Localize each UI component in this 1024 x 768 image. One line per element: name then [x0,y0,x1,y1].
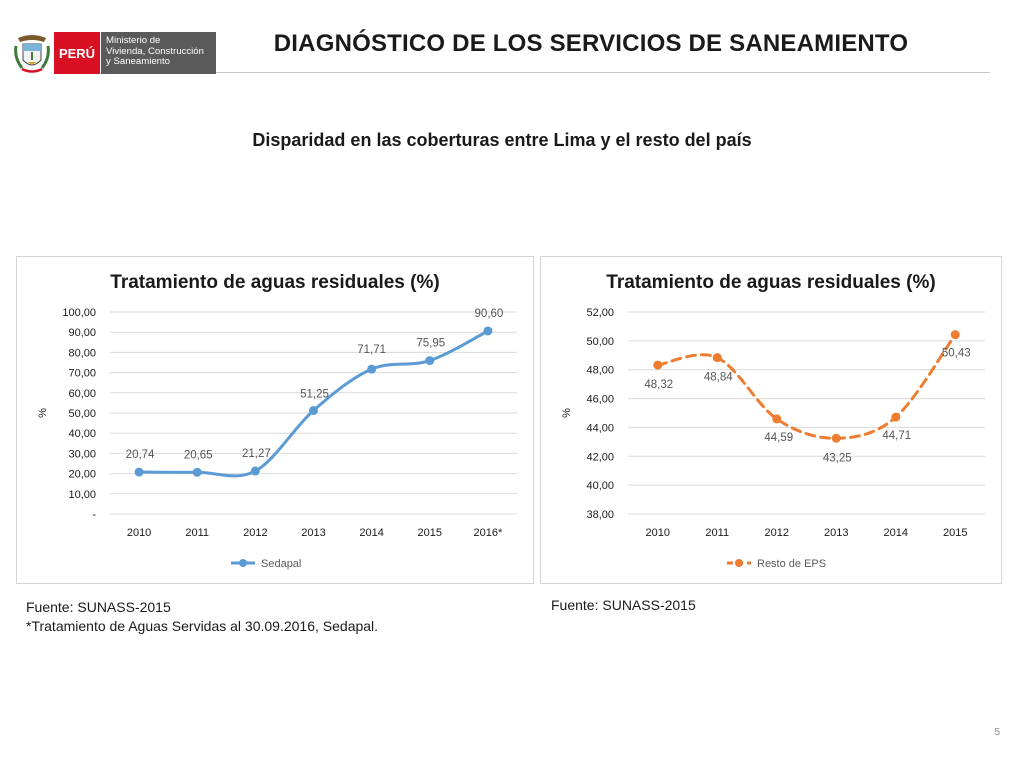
data-label: 20,65 [184,449,213,461]
y-tick-label: 90,00 [68,327,96,339]
data-point [712,353,722,363]
y-tick-label: 38,00 [586,509,614,521]
data-label: 75,95 [416,338,445,350]
y-axis-label: % [37,408,49,418]
data-label: 71,71 [357,344,386,356]
series-line [656,333,957,440]
data-label: 51,25 [300,388,329,400]
data-point [653,360,663,370]
data-label: 21,27 [242,448,271,460]
country-badge: PERÚ [54,32,100,74]
ministry-logo: PERÚ Ministerio de Vivienda, Construcció… [14,32,216,74]
ministry-line: y Saneamiento [106,56,170,67]
y-tick-label: 48,00 [586,365,614,377]
y-tick-label: 30,00 [68,448,96,460]
x-tick-label: 2012 [765,527,789,539]
data-point [831,433,841,443]
y-tick-label: 40,00 [586,480,614,492]
footnote-right: Fuente: SUNASS-2015 [551,596,696,615]
y-tick-label: 40,00 [68,428,96,440]
data-point [483,326,493,336]
y-tick-label: 42,00 [586,451,614,463]
legend-marker [239,559,247,567]
y-tick-label: 44,00 [586,422,614,434]
x-tick-label: 2015 [943,527,967,539]
chart-panel-sedapal: Tratamiento de aguas residuales (%) - 10,0… [16,256,534,584]
data-label: 43,25 [823,452,852,464]
legend-label: Resto de EPS [757,558,826,570]
line-chart-sedapal: Tratamiento de aguas residuales (%) - 10,0… [37,272,517,570]
data-label: 48,84 [704,372,733,384]
x-tick-label: 2016* [474,527,503,539]
x-tick-label: 2010 [646,527,670,539]
header-divider [216,72,990,73]
data-label: 50,43 [942,348,971,360]
legend-label: Sedapal [261,558,301,570]
x-tick-label: 2010 [127,527,151,539]
x-tick-label: 2011 [705,527,729,539]
x-tick-label: 2013 [824,527,848,539]
data-point [772,414,782,424]
y-tick-label: 100,00 [62,307,96,319]
x-tick-label: 2013 [301,527,325,539]
y-tick-label: 20,00 [68,469,96,481]
x-tick-label: 2015 [418,527,442,539]
data-point [425,356,435,366]
y-tick-label: - [92,509,96,521]
line-chart-resto-eps: Tratamiento de aguas residuales (%) 38,00… [561,272,985,570]
y-tick-label: 10,00 [68,489,96,501]
x-tick-label: 2011 [185,527,209,539]
ministry-line: Vivienda, Construcción [106,45,204,57]
y-tick-label: 60,00 [68,388,96,400]
legend-marker [735,559,743,567]
source-note: Fuente: SUNASS-2015 [26,599,171,615]
data-point [192,467,202,477]
y-axis-label: % [561,408,573,418]
data-point [950,330,960,340]
data-label: 48,32 [644,379,673,391]
data-point [134,467,144,477]
data-point [367,364,377,374]
ministry-name: Ministerio de Vivienda, Construcción y S… [100,32,216,74]
source-note: Fuente: SUNASS-2015 [551,597,696,613]
y-tick-label: 50,00 [68,408,96,420]
x-tick-label: 2012 [243,527,267,539]
data-label: 20,74 [126,449,155,461]
data-point [309,405,318,415]
page-title: DIAGNÓSTICO DE LOS SERVICIOS DE SANEAMIE… [273,30,909,57]
y-tick-label: 70,00 [68,368,96,380]
y-tick-label: 80,00 [68,347,96,359]
y-tick-label: 50,00 [586,336,614,348]
data-label: 44,71 [882,430,911,442]
data-label: 90,60 [475,308,504,320]
x-tick-label: 2014 [359,527,383,539]
chart-title: Tratamiento de aguas residuales (%) [110,272,439,293]
slide-subtitle: Disparidad en las coberturas entre Lima … [252,130,752,150]
page-number: 5 [994,727,1000,738]
footnote-left: Fuente: SUNASS-2015 *Tratamiento de Agua… [26,598,378,636]
data-point [891,412,901,422]
data-point [250,466,260,476]
chart-panel-resto-eps: Tratamiento de aguas residuales (%) 38,00… [540,256,1002,584]
ministry-line: Ministerio de [106,35,161,46]
chart-title: Tratamiento de aguas residuales (%) [606,272,935,293]
coat-of-arms-icon [14,35,50,73]
y-tick-label: 46,00 [586,394,614,406]
x-tick-label: 2014 [884,527,908,539]
asterisk-note: *Tratamiento de Aguas Servidas al 30.09.… [26,618,379,634]
data-label: 44,59 [764,432,793,444]
y-tick-label: 52,00 [586,307,614,319]
